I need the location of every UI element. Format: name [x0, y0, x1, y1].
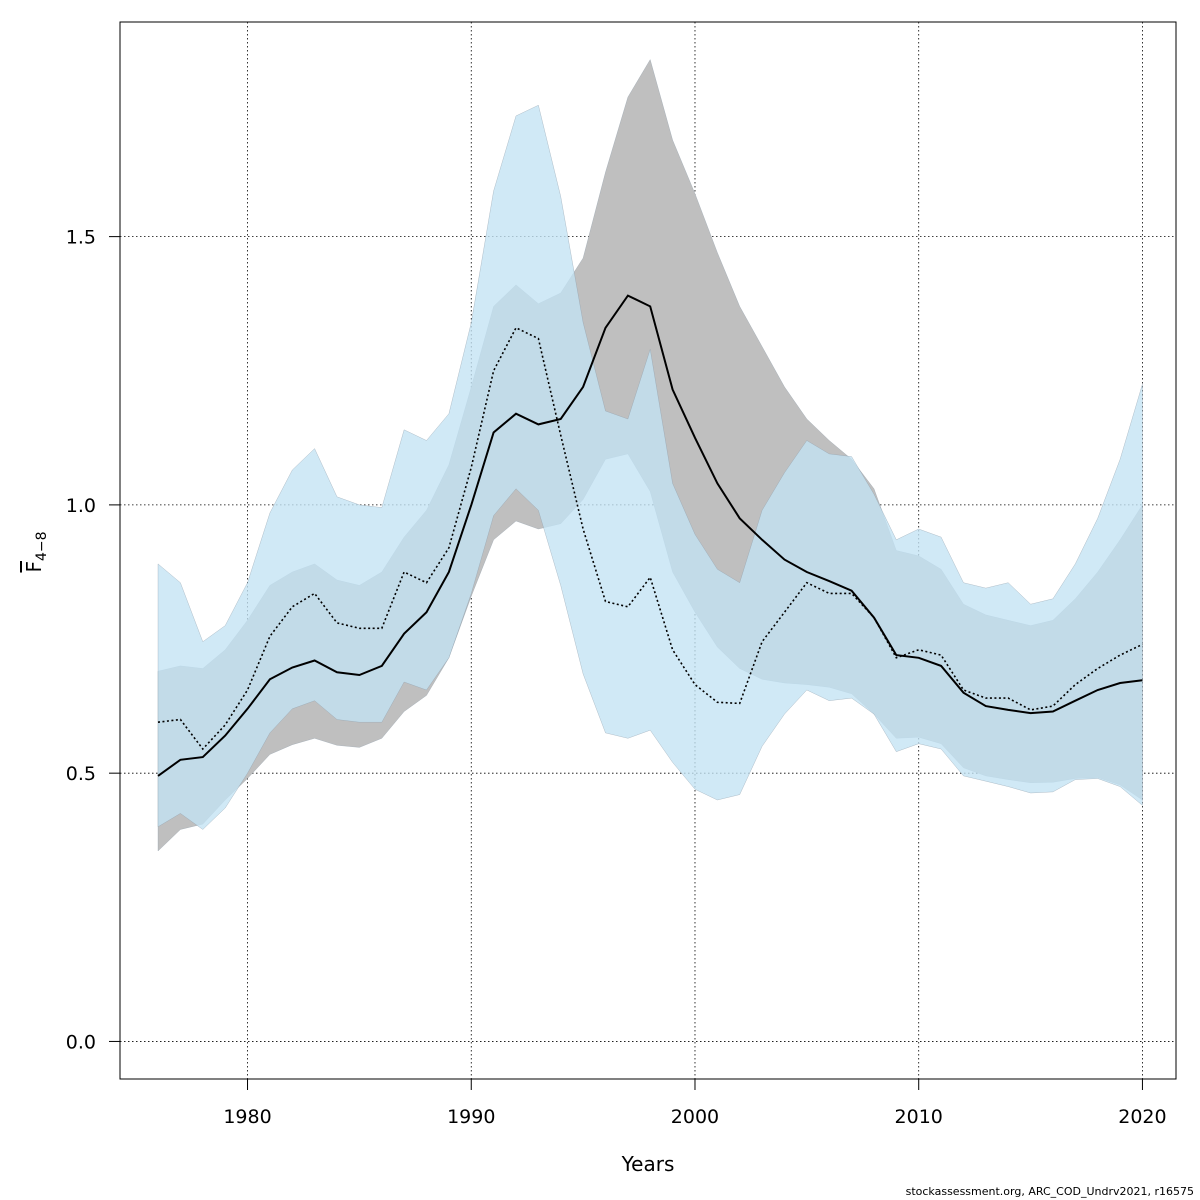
confidence-bands	[157, 58, 1143, 852]
x-tick-label-0: 1980	[223, 1106, 271, 1128]
x-tick-label-2: 2000	[671, 1106, 719, 1128]
y-axis: 0.0 0.5 1.0 1.5	[66, 227, 121, 1053]
x-axis-title: Years	[621, 1152, 675, 1176]
series-line-0	[157, 294, 1143, 777]
y-tick-label-3: 1.5	[66, 227, 96, 249]
y-tick-label-0: 0.0	[66, 1031, 96, 1053]
y-axis-title: F4−8	[22, 531, 50, 572]
confidence-band-1	[157, 104, 1143, 830]
x-tick-label-4: 2020	[1118, 1106, 1166, 1128]
series-line-1	[157, 326, 1143, 751]
x-axis: 1980 1990 2000 2010 2020	[223, 1078, 1167, 1128]
y-axis-title-main: F	[22, 561, 46, 573]
svg-text:F4−8: F4−8	[22, 531, 50, 572]
credit-text: stockassessment.org, ARC_COD_Undrv2021, …	[905, 1185, 1194, 1198]
y-tick-label-2: 1.0	[66, 495, 96, 517]
series-lines	[157, 294, 1143, 777]
y-axis-title-subscript: 4−8	[34, 531, 50, 561]
x-tick-label-1: 1990	[447, 1106, 495, 1128]
x-tick-label-3: 2010	[895, 1106, 943, 1128]
y-tick-label-1: 0.5	[66, 763, 96, 785]
